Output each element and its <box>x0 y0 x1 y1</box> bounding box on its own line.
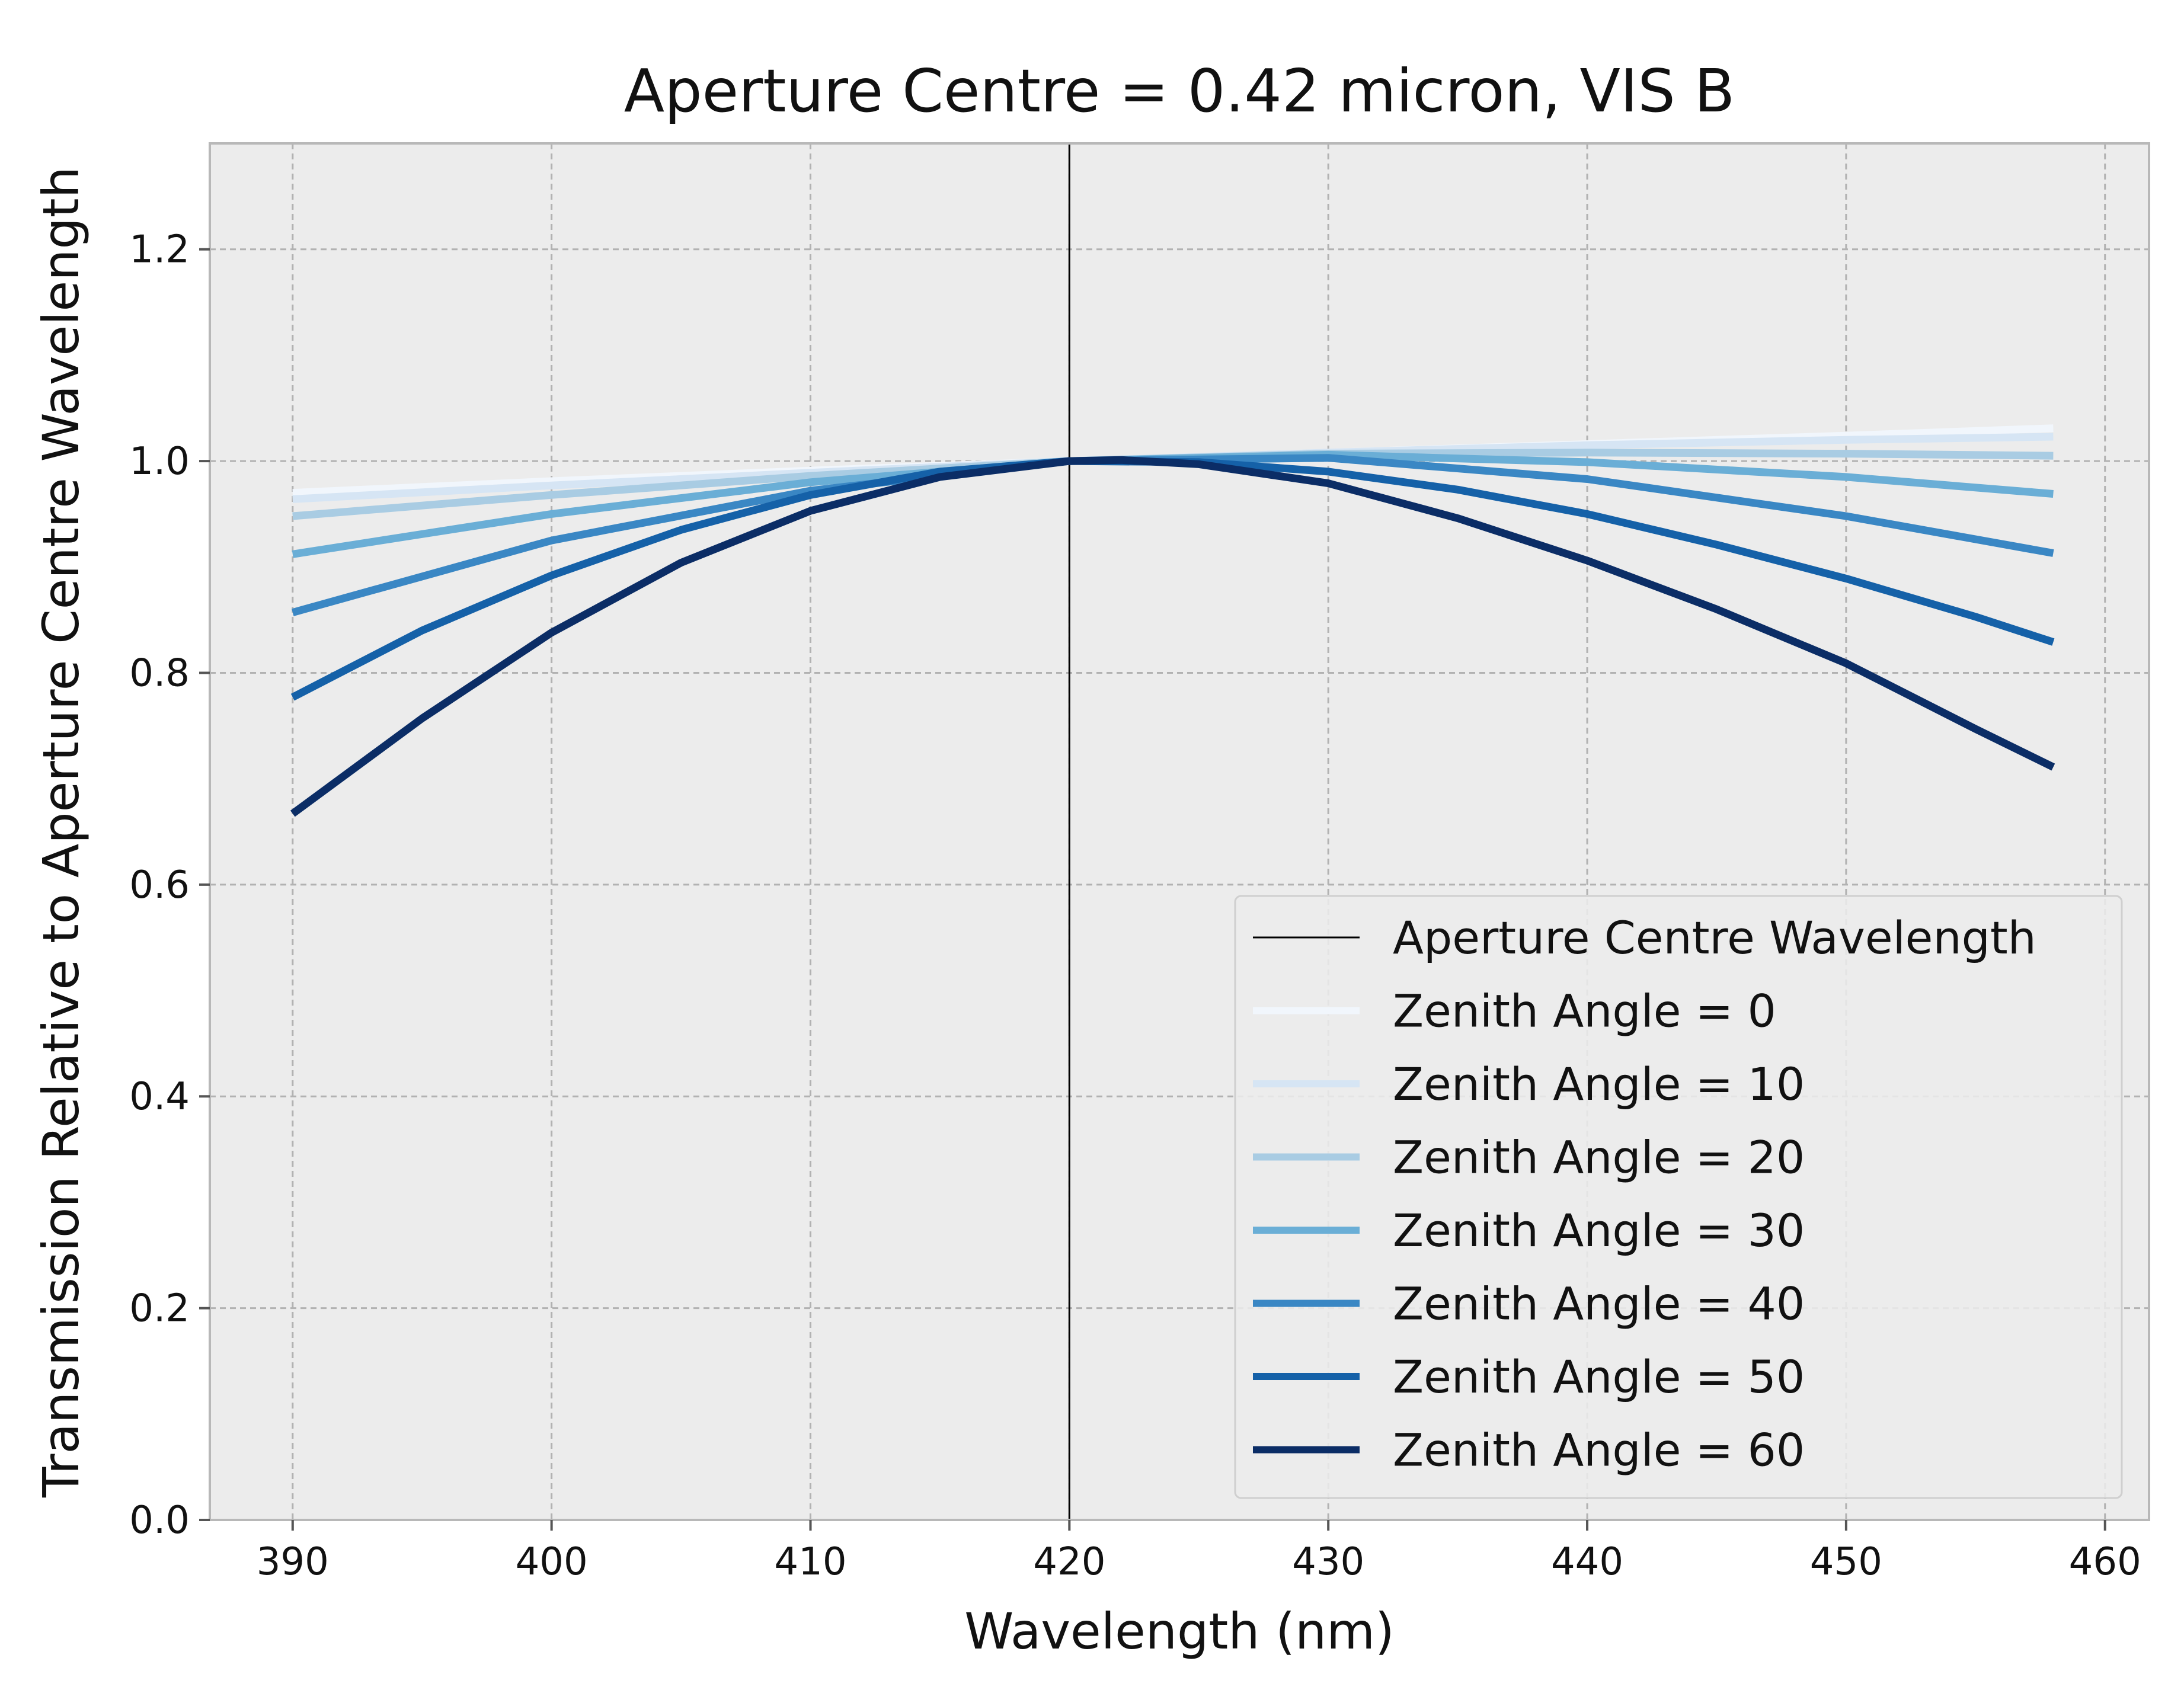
legend-label: Zenith Angle = 30 <box>1393 1204 1805 1257</box>
ticks <box>199 248 2106 1531</box>
series-group <box>290 424 2055 817</box>
y-tick-label: 0.4 <box>129 1075 190 1119</box>
legend-label: Zenith Angle = 60 <box>1393 1424 1805 1477</box>
x-tick-label: 410 <box>774 1540 846 1584</box>
x-tick-label: 460 <box>2069 1540 2141 1584</box>
legend-label: Aperture Centre Wavelength <box>1393 911 2036 964</box>
plot-frame <box>209 142 2150 1521</box>
y-tick-label: 0.6 <box>129 863 190 907</box>
x-tick-label: 400 <box>516 1540 588 1584</box>
y-tick-label: 0.0 <box>129 1499 190 1542</box>
x-tick-label: 390 <box>257 1540 329 1584</box>
x-tick-label: 430 <box>1292 1540 1364 1584</box>
x-tick-label: 440 <box>1551 1540 1623 1584</box>
y-tick-label: 1.0 <box>129 440 190 484</box>
legend-label: Zenith Angle = 0 <box>1393 985 1776 1038</box>
y-tick-label: 0.2 <box>129 1287 190 1331</box>
series-line <box>290 456 2055 817</box>
tick-labels: 390 400 410 420 430 440 450 460 0.0 0.2 0.4 0.6 0.8 1… <box>129 228 2141 1584</box>
legend-label: Zenith Angle = 50 <box>1393 1350 1805 1403</box>
y-axis-label: Transmission Relative to Aperture Centre… <box>32 167 90 1498</box>
y-tick-label: 0.8 <box>129 651 190 695</box>
grid <box>210 143 2149 1520</box>
legend-label: Zenith Angle = 20 <box>1393 1131 1805 1184</box>
legend-label: Zenith Angle = 40 <box>1393 1278 1805 1330</box>
chart-title: Aperture Centre = 0.42 micron, VIS B <box>624 56 1735 126</box>
x-tick-label: 450 <box>1810 1540 1882 1584</box>
legend: Aperture Centre Wavelength Zenith Angle =… <box>1234 895 2123 1499</box>
legend-box <box>1234 895 2123 1499</box>
legend-label: Zenith Angle = 10 <box>1393 1058 1805 1110</box>
y-tick-label: 1.2 <box>129 228 190 272</box>
x-tick-label: 420 <box>1033 1540 1105 1584</box>
x-axis-label: Wavelength (nm) <box>964 1602 1395 1660</box>
